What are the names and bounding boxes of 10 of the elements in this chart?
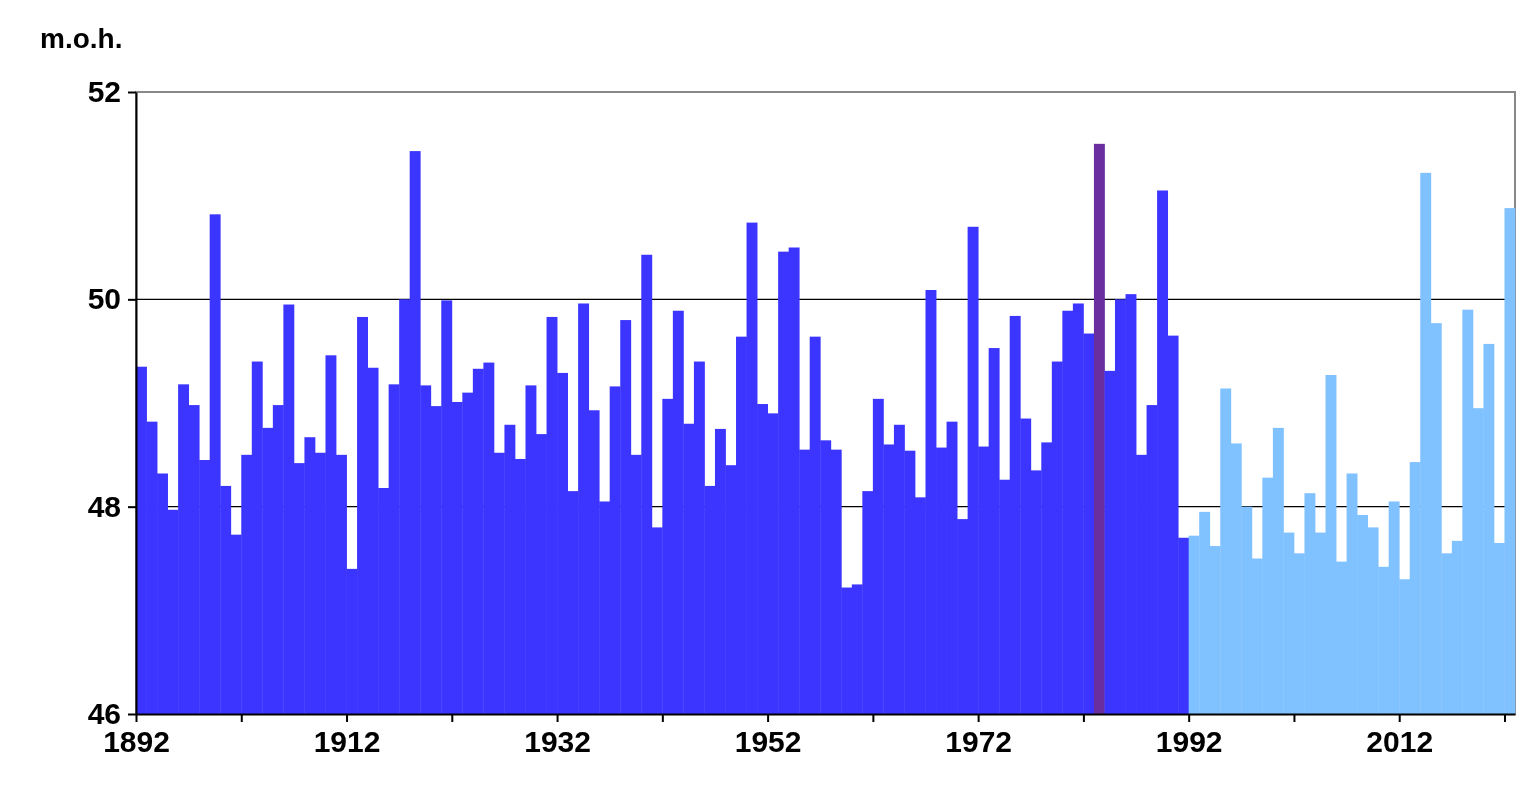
x-tick-label: 1912 xyxy=(313,725,381,758)
y-axis-title: m.o.h. xyxy=(40,23,123,54)
x-tick-label: 1932 xyxy=(524,725,591,758)
x-tick-label: 1972 xyxy=(945,725,1013,758)
y-tick-label: 50 xyxy=(87,282,121,316)
y-tick-label: 48 xyxy=(87,489,121,523)
y-tick-label: 52 xyxy=(87,75,121,109)
x-tick-label: 1952 xyxy=(734,725,802,758)
x-tick-label: 2012 xyxy=(1366,725,1434,758)
x-tick-label: 1992 xyxy=(1155,725,1223,758)
